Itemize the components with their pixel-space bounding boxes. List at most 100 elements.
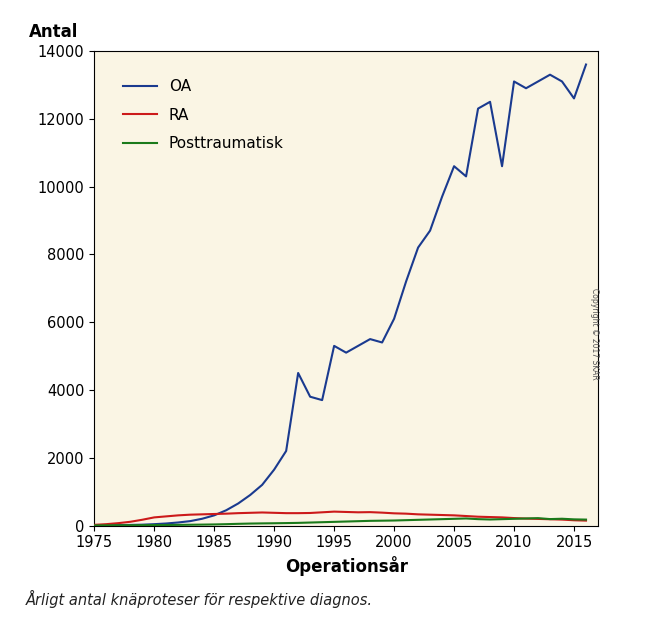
Posttraumatisk bbox=[354, 517, 362, 525]
RA bbox=[522, 515, 530, 522]
Posttraumatisk bbox=[318, 519, 326, 526]
OA bbox=[486, 98, 494, 106]
Posttraumatisk bbox=[198, 521, 206, 529]
OA bbox=[414, 244, 422, 252]
RA bbox=[211, 510, 218, 518]
RA bbox=[390, 510, 398, 517]
OA bbox=[102, 522, 110, 529]
RA bbox=[510, 514, 518, 522]
RA bbox=[246, 509, 254, 517]
RA bbox=[234, 510, 242, 517]
Posttraumatisk bbox=[126, 522, 134, 529]
Posttraumatisk bbox=[534, 514, 542, 522]
OA bbox=[282, 447, 290, 455]
Posttraumatisk bbox=[222, 520, 230, 528]
Posttraumatisk bbox=[246, 520, 254, 527]
Posttraumatisk bbox=[498, 515, 506, 523]
RA bbox=[570, 517, 578, 524]
OA bbox=[150, 520, 158, 528]
RA bbox=[582, 517, 590, 524]
Posttraumatisk bbox=[546, 515, 554, 523]
RA bbox=[378, 509, 386, 517]
X-axis label: Operationsår: Operationsår bbox=[285, 556, 408, 576]
Posttraumatisk bbox=[474, 515, 482, 523]
Posttraumatisk bbox=[414, 516, 422, 524]
Posttraumatisk bbox=[114, 522, 122, 529]
Posttraumatisk bbox=[450, 515, 458, 522]
RA bbox=[222, 510, 230, 517]
OA bbox=[258, 481, 266, 489]
OA bbox=[114, 521, 122, 529]
RA bbox=[138, 516, 146, 524]
Posttraumatisk bbox=[438, 515, 446, 523]
Posttraumatisk bbox=[138, 521, 146, 529]
Posttraumatisk bbox=[187, 521, 194, 529]
RA bbox=[354, 508, 362, 516]
OA bbox=[187, 517, 194, 525]
OA bbox=[390, 315, 398, 322]
RA bbox=[270, 509, 278, 517]
Posttraumatisk bbox=[211, 520, 218, 528]
RA bbox=[558, 516, 566, 524]
Posttraumatisk bbox=[270, 519, 278, 527]
RA bbox=[150, 513, 158, 521]
RA bbox=[187, 511, 194, 519]
Line: RA: RA bbox=[94, 512, 586, 525]
OA bbox=[330, 342, 338, 350]
Text: Copyright © 2017 SKAR: Copyright © 2017 SKAR bbox=[590, 288, 599, 380]
Text: Årligt antal knäproteser för respektive diagnos.: Årligt antal knäproteser för respektive … bbox=[26, 590, 373, 608]
Posttraumatisk bbox=[378, 517, 386, 524]
Posttraumatisk bbox=[294, 519, 302, 527]
Posttraumatisk bbox=[510, 515, 518, 522]
Posttraumatisk bbox=[102, 522, 110, 529]
RA bbox=[162, 513, 170, 520]
Posttraumatisk bbox=[234, 520, 242, 527]
RA bbox=[402, 510, 410, 517]
OA bbox=[294, 369, 302, 377]
RA bbox=[114, 519, 122, 527]
Posttraumatisk bbox=[486, 516, 494, 524]
Posttraumatisk bbox=[330, 518, 338, 526]
Posttraumatisk bbox=[402, 517, 410, 524]
OA bbox=[138, 521, 146, 529]
Posttraumatisk bbox=[426, 516, 434, 524]
Line: OA: OA bbox=[94, 64, 586, 526]
RA bbox=[198, 510, 206, 518]
RA bbox=[426, 511, 434, 519]
OA bbox=[438, 193, 446, 201]
RA bbox=[366, 508, 374, 516]
RA bbox=[414, 510, 422, 518]
Posttraumatisk bbox=[174, 521, 182, 529]
RA bbox=[126, 518, 134, 526]
Posttraumatisk bbox=[462, 515, 470, 522]
OA bbox=[306, 393, 314, 401]
OA bbox=[582, 61, 590, 68]
RA bbox=[306, 509, 314, 517]
OA bbox=[234, 499, 242, 507]
Posttraumatisk bbox=[90, 522, 98, 529]
OA bbox=[198, 515, 206, 522]
OA bbox=[546, 71, 554, 78]
OA bbox=[90, 522, 98, 529]
RA bbox=[534, 515, 542, 523]
OA bbox=[498, 162, 506, 170]
OA bbox=[378, 339, 386, 347]
Posttraumatisk bbox=[570, 515, 578, 523]
Posttraumatisk bbox=[162, 521, 170, 529]
RA bbox=[438, 512, 446, 519]
OA bbox=[522, 85, 530, 92]
Posttraumatisk bbox=[582, 516, 590, 524]
Posttraumatisk bbox=[282, 519, 290, 527]
RA bbox=[318, 508, 326, 516]
Posttraumatisk bbox=[390, 517, 398, 524]
RA bbox=[90, 521, 98, 529]
OA bbox=[222, 506, 230, 514]
Posttraumatisk bbox=[306, 519, 314, 526]
RA bbox=[294, 510, 302, 517]
RA bbox=[174, 512, 182, 519]
OA bbox=[474, 104, 482, 112]
RA bbox=[102, 520, 110, 528]
RA bbox=[282, 510, 290, 517]
Posttraumatisk bbox=[558, 515, 566, 522]
OA bbox=[342, 349, 350, 357]
